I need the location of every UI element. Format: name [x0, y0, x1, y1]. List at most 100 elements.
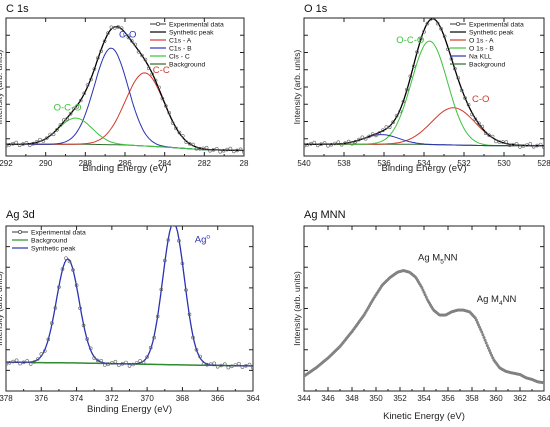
experimental-point	[456, 76, 461, 80]
data-point	[479, 328, 483, 332]
experimental-point	[85, 83, 90, 87]
x-axis-label: Kinetic Energy (eV)	[383, 411, 465, 422]
x-axis-label: Binding Energy (eV)	[381, 163, 466, 174]
peak-annotation: O-C-O	[396, 35, 424, 46]
data-point	[422, 290, 426, 294]
experimental-point	[141, 360, 146, 365]
experimental-point	[51, 132, 56, 137]
x-tick-label: 532	[457, 159, 471, 168]
experimental-point	[181, 134, 185, 138]
experimental-point	[180, 261, 185, 266]
experimental-point	[247, 362, 252, 367]
experimental-point	[89, 77, 93, 82]
experimental-point	[535, 143, 539, 148]
experimental-point	[184, 288, 188, 292]
x-tick-label: 368	[176, 394, 190, 403]
peak-annotation: Ag M5NN	[418, 253, 458, 266]
experimental-point	[110, 361, 114, 365]
experimental-point	[494, 139, 498, 144]
x-tick-label: 28	[240, 159, 249, 168]
experimental-point	[466, 103, 471, 107]
experimental-point	[117, 363, 121, 367]
experimental-point	[123, 32, 127, 37]
x-tick-label: 360	[489, 394, 503, 403]
experimental-point	[322, 141, 327, 145]
experimental-point	[25, 359, 30, 363]
experimental-point	[309, 141, 313, 146]
experimental-point	[473, 117, 478, 121]
experimental-point	[106, 31, 110, 35]
data-point	[485, 344, 489, 348]
experimental-point	[60, 267, 65, 271]
plot-frame	[303, 225, 545, 392]
experimental-point	[212, 361, 216, 366]
chart-title: O 1s	[304, 3, 328, 15]
experimental-point	[71, 268, 75, 272]
x-tick-label: 370	[140, 394, 154, 403]
experimental-point	[46, 337, 51, 342]
experimental-point	[244, 363, 248, 368]
x-tick-label: 350	[369, 394, 383, 403]
experimental-point	[521, 144, 526, 148]
experimental-point	[201, 362, 206, 366]
legend-label: Experimental data	[469, 22, 524, 29]
chart-panel-0: C 1s 292 290 288 286 284 282 28 Binding Energy (…	[0, 3, 249, 174]
experimental-point	[99, 359, 104, 363]
legend-label: C1s - B	[169, 46, 192, 53]
experimental-point	[11, 141, 15, 146]
experimental-point	[319, 142, 323, 146]
peak-annotation: Ago	[195, 234, 211, 246]
experimental-point	[150, 72, 154, 76]
experimental-point	[191, 142, 195, 147]
x-tick-label: 290	[39, 159, 53, 168]
x-axis-label: Binding Energy (eV)	[82, 163, 167, 174]
experimental-point	[42, 349, 47, 353]
experimental-point	[157, 85, 161, 90]
experimental-point	[21, 142, 25, 146]
experimental-point	[501, 140, 505, 144]
experimental-point	[170, 226, 174, 227]
experimental-point	[7, 143, 12, 147]
experimental-point	[131, 362, 135, 367]
experimental-point	[7, 360, 12, 365]
experimental-point	[138, 359, 142, 363]
experimental-point	[174, 222, 177, 225]
experimental-point	[353, 139, 358, 144]
x-tick-label: 362	[513, 394, 527, 403]
experimental-point	[221, 148, 226, 153]
experimental-point	[477, 121, 481, 126]
experimental-point	[124, 360, 128, 365]
experimental-point	[315, 143, 320, 148]
experimental-point	[106, 362, 111, 366]
legend-marker	[155, 21, 160, 26]
experimental-point	[79, 98, 83, 103]
experimental-point	[374, 133, 378, 138]
experimental-point	[230, 364, 234, 369]
experimental-point	[384, 125, 389, 129]
experimental-point	[415, 50, 419, 54]
experimental-point	[394, 114, 399, 118]
y-axis-label: Intensity (arb. units)	[0, 50, 4, 125]
experimental-point	[435, 21, 440, 26]
experimental-point	[61, 118, 66, 122]
series-component-2	[6, 117, 244, 151]
experimental-point	[24, 141, 29, 145]
experimental-point	[237, 361, 241, 366]
experimental-point	[360, 135, 365, 140]
experimental-point	[218, 149, 222, 154]
experimental-point	[177, 239, 181, 243]
x-tick-label: 530	[497, 159, 511, 168]
experimental-point	[405, 87, 409, 92]
experimental-point	[507, 143, 512, 148]
experimental-point	[38, 137, 42, 142]
experimental-point	[463, 96, 467, 100]
experimental-point	[143, 57, 148, 62]
y-axis-label: Intensity (arb. units)	[292, 50, 302, 125]
experimental-point	[487, 133, 491, 137]
experimental-point	[75, 104, 80, 109]
experimental-point	[204, 145, 209, 150]
experimental-point	[425, 21, 430, 26]
x-tick-label: 282	[198, 159, 212, 168]
experimental-point	[103, 363, 107, 367]
